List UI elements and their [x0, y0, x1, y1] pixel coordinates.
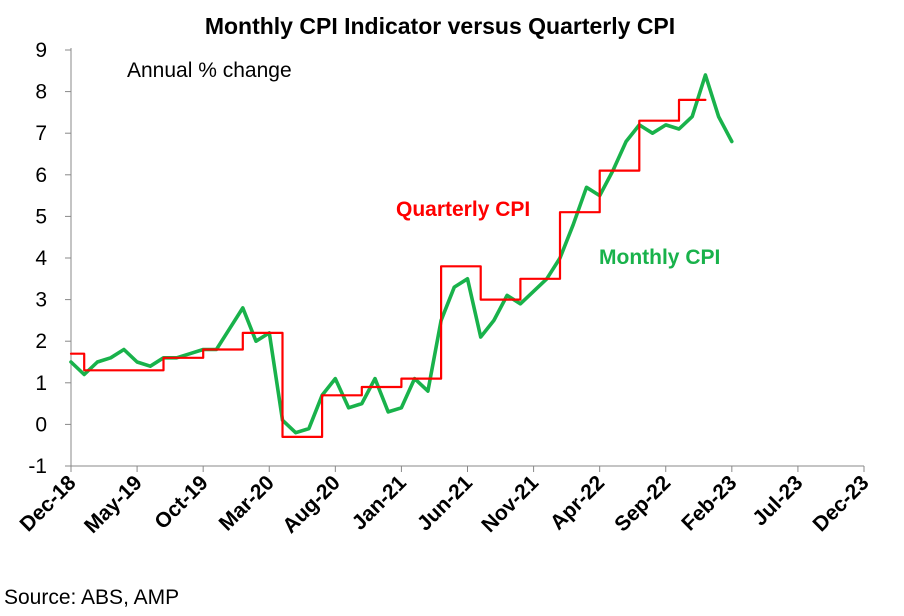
axes: [70, 48, 864, 467]
plot-area: [71, 48, 864, 466]
x-tick-label: Dec-18: [16, 471, 81, 536]
y-tick-label: -1: [28, 455, 47, 478]
y-tick-label: 8: [35, 81, 47, 104]
y-axis-ticks: -1 0 1 2 3 4 5 6 7 8 9: [28, 39, 71, 478]
x-tick-label: Nov-21: [477, 471, 543, 537]
y-tick-label: 4: [35, 247, 47, 270]
chart-subtitle: Annual % change: [127, 59, 292, 82]
x-tick-label: May-19: [80, 471, 147, 538]
y-tick-label: 3: [35, 289, 47, 312]
series-lines: [69, 73, 734, 438]
x-axis-ticks: Dec-18 May-19 Oct-19 Mar-20 Aug-20 Jan-21 Jun-…: [16, 466, 874, 538]
y-tick-label: 9: [35, 39, 47, 62]
y-tick-label: 7: [35, 122, 47, 145]
y-tick-label: 5: [35, 205, 47, 228]
x-tick-label: Aug-20: [278, 471, 345, 538]
source-note: Source: ABS, AMP: [4, 586, 180, 609]
y-tick-label: 6: [35, 164, 47, 187]
y-tick-label: 2: [35, 330, 47, 353]
y-tick-label: 0: [35, 413, 47, 436]
x-tick-label: Feb-23: [677, 471, 741, 535]
x-tick-label: Oct-19: [150, 471, 212, 533]
x-tick-label: Dec-23: [809, 471, 874, 536]
series-label-quarterly-cpi: Quarterly CPI: [396, 198, 530, 221]
x-tick-label: Apr-22: [546, 471, 609, 534]
series-line-quarterly-cpi: [69, 98, 707, 438]
chart-title: Monthly CPI Indicator versus Quarterly C…: [205, 13, 675, 39]
series-line-monthly-cpi: [69, 73, 734, 435]
x-tick-label: Sep-22: [610, 471, 675, 536]
x-tick-label: Jul-23: [748, 471, 807, 530]
x-tick-label: Jan-21: [348, 471, 412, 535]
series-label-monthly-cpi: Monthly CPI: [599, 246, 720, 269]
y-tick-label: 1: [35, 372, 47, 395]
x-tick-label: Jun-21: [413, 471, 477, 535]
x-tick-label: Mar-20: [215, 471, 279, 535]
